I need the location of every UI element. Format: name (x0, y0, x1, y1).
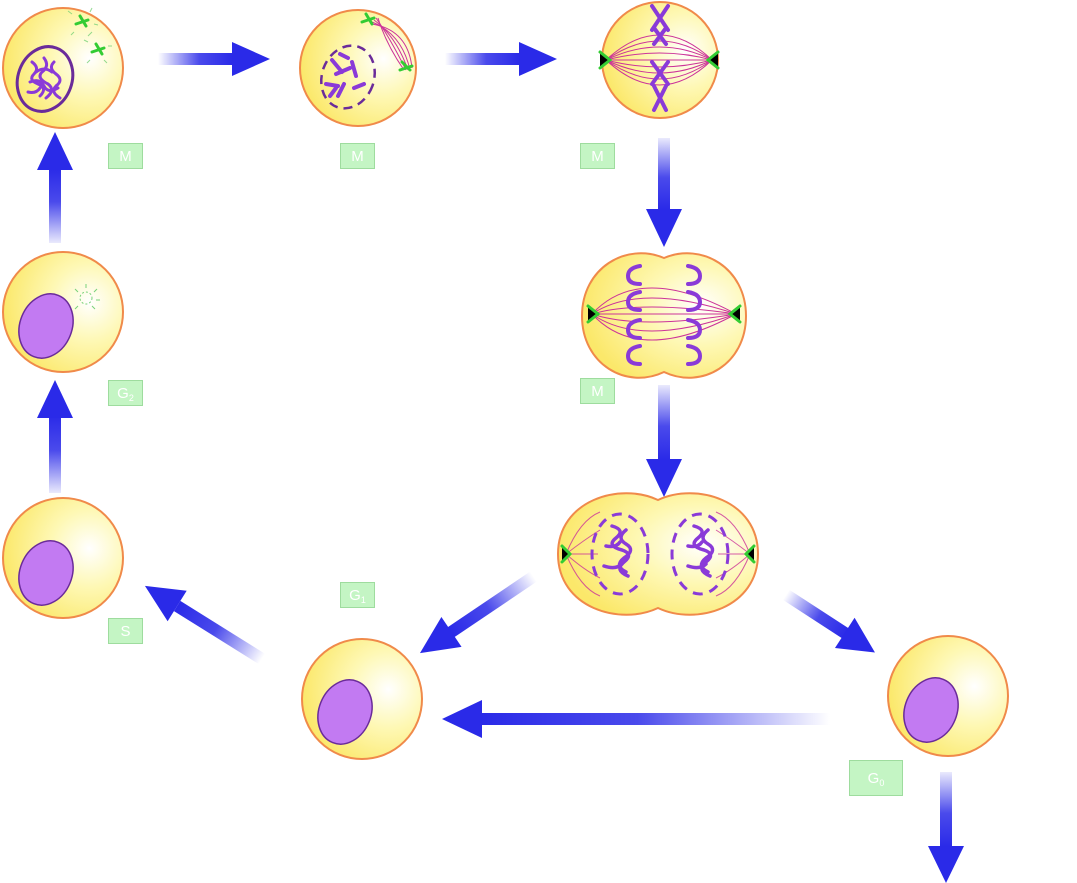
arrow-m1-to-m2 (158, 42, 270, 76)
cell-g0 (887, 635, 1009, 757)
cell-g2 (2, 251, 124, 373)
label-m-anaphase: M (580, 378, 615, 404)
label-m-metaphase: M (580, 143, 615, 169)
arrow-m2-to-m3 (445, 42, 557, 76)
cell-s (2, 497, 124, 619)
label-m-prophase: M (108, 143, 143, 169)
metaphase-chromosomes (650, 4, 670, 112)
arrow-m3-to-m4 (646, 138, 682, 247)
label-g2: G2 (108, 380, 143, 406)
cell-metaphase (598, 1, 720, 119)
label-g0: G0 (849, 760, 903, 796)
cell-prometaphase (299, 9, 417, 127)
arrow-g0-to-g1 (442, 700, 830, 738)
label-m-prometaphase: M (340, 143, 375, 169)
arrow-g0-exit (928, 772, 964, 883)
spindle-fibers (591, 287, 737, 341)
label-s: S (108, 618, 143, 644)
centrosome-icon (74, 284, 100, 310)
label-g1: G1 (340, 582, 375, 608)
centrosome-icon (74, 14, 106, 56)
arrow-division-to-g1 (419, 571, 537, 654)
arrow-s-to-g2 (37, 380, 73, 493)
cell-telophase (556, 492, 760, 616)
arrow-g2-to-m1 (37, 132, 73, 243)
decondensing-chromatin (602, 524, 715, 578)
separating-chromatids (625, 264, 703, 366)
arrow-m4-to-m5 (646, 385, 682, 497)
cell-g1 (301, 638, 423, 760)
condensed-chromosomes (324, 52, 366, 98)
arrow-division-to-g0 (782, 589, 875, 653)
condensing-chromatin (26, 56, 62, 100)
cell-prophase (2, 7, 124, 129)
arrow-g1-to-s (144, 585, 266, 665)
cell-anaphase (580, 252, 748, 379)
